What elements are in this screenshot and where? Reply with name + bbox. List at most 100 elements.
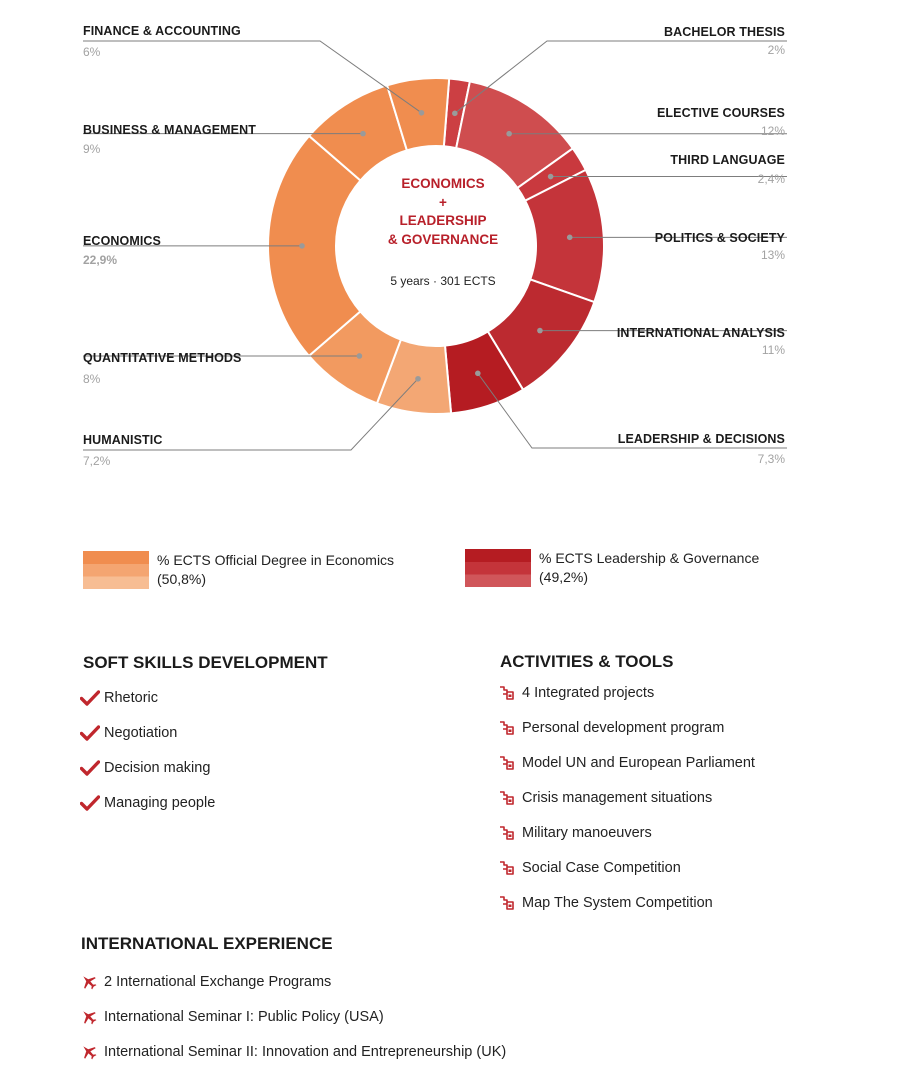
puzzle-icon [498, 789, 522, 807]
plane-icon [80, 1043, 104, 1061]
callout-dot-leadership-decisions [475, 370, 481, 377]
callout-dot-economics [299, 243, 305, 249]
list-item: Managing people [80, 785, 215, 820]
international-list: 2 International Exchange Programs Intern… [80, 964, 506, 1069]
puzzle-icon [498, 894, 522, 912]
plane-icon [80, 1008, 104, 1026]
callout-dot-quantitative-methods [356, 353, 363, 359]
puzzle-icon [498, 824, 522, 842]
donut-slice-finance-accounting [385, 77, 451, 152]
list-item: 2 International Exchange Programs [80, 964, 506, 999]
slice-value-humanistic: 7,2% [83, 454, 111, 468]
slice-label-bachelor-thesis: BACHELOR THESIS [664, 25, 785, 39]
slice-value-politics-society: 13% [760, 248, 785, 262]
legend-value-leadership: (49,2%) [539, 569, 589, 585]
international-label: International Seminar II: Innovation and… [104, 1043, 507, 1060]
slice-value-elective-courses: 12% [760, 124, 785, 138]
soft-skill-label: Managing people [104, 794, 216, 811]
check-icon [80, 724, 104, 742]
callout-line-bachelor-thesis [454, 40, 787, 114]
list-item: Map The System Competition [498, 885, 755, 920]
activity-label: Model UN and European Parliament [522, 754, 755, 771]
callout-dot-politics-society [566, 234, 573, 241]
list-item: Negotiation [80, 715, 215, 750]
slice-label-economics: ECONOMICS [83, 234, 161, 248]
donut-slices [267, 77, 605, 415]
slice-value-finance-accounting: 6% [83, 45, 101, 59]
activities-list: 4 Integrated projects Personal developme… [498, 675, 755, 920]
activity-label: Crisis management situations [522, 789, 713, 806]
list-item: 4 Integrated projects [498, 675, 755, 710]
callout-line-finance-accounting [83, 40, 422, 114]
activity-label: Map The System Competition [522, 894, 713, 911]
check-icon [80, 759, 104, 777]
puzzle-icon [498, 719, 522, 737]
legend-item-leadership: % ECTS Leadership & Governance (49,2%) [539, 549, 759, 587]
slice-value-quantitative-methods: 8% [83, 372, 101, 386]
check-icon [80, 794, 104, 812]
international-label: International Seminar I: Public Policy (… [104, 1008, 384, 1025]
callout-dot-elective-courses [506, 130, 512, 137]
callout-dot-finance-accounting [418, 109, 425, 116]
center-title-line-1: ECONOMICS [401, 176, 485, 191]
soft-skill-label: Negotiation [104, 724, 178, 741]
list-item: Model UN and European Parliament [498, 745, 755, 780]
list-item: International Seminar II: Innovation and… [80, 1034, 506, 1069]
legend-swatch-economics [83, 551, 149, 589]
slice-value-bachelor-thesis: 2% [767, 43, 785, 57]
soft-skill-label: Rhetoric [104, 689, 158, 706]
center-title: ECONOMICS + LEADERSHIP & GOVERNANCE [343, 175, 543, 249]
slice-value-international-analysis: 11% [761, 343, 785, 357]
international-title: INTERNATIONAL EXPERIENCE [81, 934, 333, 953]
list-item: Crisis management situations [498, 780, 755, 815]
callout-line-leadership-decisions [477, 373, 787, 449]
activity-label: Social Case Competition [522, 859, 681, 876]
slice-value-economics: 22,9% [83, 253, 118, 267]
slice-value-leadership-decisions: 7,3% [757, 452, 785, 466]
center-title-line-2: + [439, 194, 447, 210]
activity-label: 4 Integrated projects [522, 684, 655, 701]
slice-label-leadership-decisions: LEADERSHIP & DECISIONS [617, 432, 785, 446]
soft-skill-label: Decision making [104, 759, 211, 776]
slice-label-politics-society: POLITICS & SOCIETY [654, 231, 785, 245]
list-item: Military manoeuvers [498, 815, 755, 850]
slice-value-third-language: 2,4% [757, 172, 785, 186]
center-title-line-4: & GOVERNANCE [387, 231, 499, 247]
callout-dot-humanistic [415, 375, 421, 382]
slice-label-elective-courses: ELECTIVE COURSES [656, 106, 785, 120]
callout-dot-third-language [547, 173, 554, 180]
legend-swatch-leadership [465, 549, 531, 587]
callout-dot-business-management [360, 130, 366, 137]
check-icon [80, 689, 104, 707]
legend-item-economics: % ECTS Official Degree in Economics (50,… [157, 551, 394, 589]
list-item: Decision making [80, 750, 215, 785]
callout-line-humanistic [83, 378, 419, 451]
center-title-line-3: LEADERSHIP [399, 213, 487, 228]
soft-skills-title: SOFT SKILLS DEVELOPMENT [83, 653, 328, 672]
list-item: Personal development program [498, 710, 755, 745]
slice-label-third-language: THIRD LANGUAGE [670, 153, 785, 167]
callout-dot-international-analysis [537, 327, 543, 334]
international-label: 2 International Exchange Programs [104, 973, 332, 990]
puzzle-icon [498, 684, 522, 702]
callout-dot-bachelor-thesis [452, 110, 458, 117]
activities-title: ACTIVITIES & TOOLS [500, 652, 674, 671]
plane-icon [80, 973, 104, 991]
puzzle-icon [498, 859, 522, 877]
donut-chart [83, 40, 787, 451]
legend-value-economics: (50,8%) [157, 571, 207, 587]
slice-label-finance-accounting: FINANCE & ACCOUNTING [83, 24, 241, 38]
center-subtitle: 5 years · 301 ECTS [390, 274, 496, 288]
list-item: Rhetoric [80, 680, 215, 715]
puzzle-icon [498, 754, 522, 772]
donut-slice-economics [267, 134, 362, 358]
slice-label-quantitative-methods: QUANTITATIVE METHODS [83, 351, 242, 365]
callout-lines [83, 40, 787, 451]
legend-text-leadership: % ECTS Leadership & Governance [539, 550, 760, 566]
activity-label: Personal development program [522, 719, 725, 736]
list-item: International Seminar I: Public Policy (… [80, 999, 506, 1034]
slice-label-humanistic: HUMANISTIC [83, 433, 163, 447]
soft-skills-list: Rhetoric Negotiation Decision making Man… [80, 680, 215, 820]
slice-label-international-analysis: INTERNATIONAL ANALYSIS [616, 326, 785, 340]
slice-value-business-management: 9% [83, 142, 101, 156]
